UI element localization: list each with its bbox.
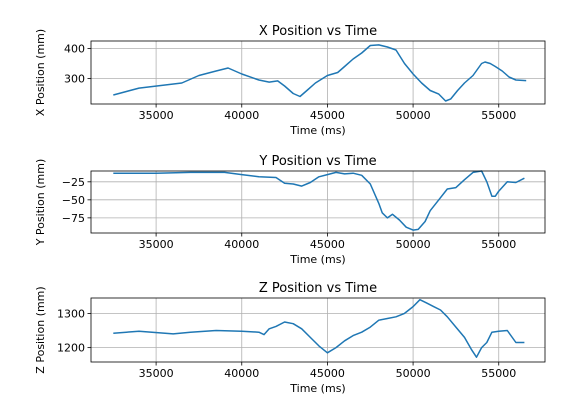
z-series-line-0 bbox=[113, 298, 525, 358]
x-y-tick-label-0: 300 bbox=[64, 73, 85, 86]
x-x-tick-label-3: 50000 bbox=[396, 109, 431, 122]
y-axes-frame bbox=[90, 170, 546, 234]
y-x-tick-label-3: 50000 bbox=[396, 238, 431, 251]
z-x-tick-label-4: 55000 bbox=[481, 367, 516, 380]
y-y-axis-label: Y Position (mm) bbox=[34, 159, 47, 247]
x-axes-frame bbox=[90, 40, 546, 105]
y-x-tick-label-0: 35000 bbox=[139, 238, 174, 251]
y-y-tick-label-0: −25 bbox=[62, 176, 85, 189]
x-x-tick-label-2: 45000 bbox=[310, 109, 345, 122]
z-axes-frame bbox=[90, 297, 546, 363]
z-y-tick-label-0: 1200 bbox=[57, 342, 85, 355]
y-x-tick-label-2: 45000 bbox=[310, 238, 345, 251]
x-series-line-0 bbox=[113, 44, 527, 102]
subplot-x-position: 35000 40000 45000 50000 55000 300 400 X Positio… bbox=[34, 24, 546, 137]
x-x-tick-label-4: 55000 bbox=[481, 109, 516, 122]
z-y-axis-label: Z Position (mm) bbox=[34, 286, 47, 373]
x-y-tick-label-1: 400 bbox=[64, 43, 85, 56]
subplot-z-position: 35000 40000 45000 50000 55000 1200 1300 Z Posit… bbox=[34, 281, 546, 395]
z-x-tick-label-0: 35000 bbox=[139, 367, 174, 380]
x-chart-title: X Position vs Time bbox=[259, 24, 377, 39]
y-series-line-0 bbox=[113, 170, 525, 231]
y-x-tick-label-4: 55000 bbox=[481, 238, 516, 251]
z-x-tick-label-1: 40000 bbox=[224, 367, 259, 380]
z-chart-title: Z Position vs Time bbox=[259, 281, 377, 296]
y-x-tick-label-1: 40000 bbox=[224, 238, 259, 251]
x-y-axis-label: X Position (mm) bbox=[34, 29, 47, 116]
y-y-tick-label-2: −75 bbox=[62, 212, 85, 225]
z-x-axis-label: Time (ms) bbox=[289, 382, 345, 395]
y-x-axis-label: Time (ms) bbox=[289, 253, 345, 266]
x-x-tick-label-1: 40000 bbox=[224, 109, 259, 122]
y-chart-title: Y Position vs Time bbox=[258, 154, 376, 169]
y-y-tick-label-1: −50 bbox=[62, 194, 85, 207]
subplot-y-position: 35000 40000 45000 50000 55000 −25 −50 −75 Y Posi… bbox=[34, 154, 546, 266]
z-y-tick-label-1: 1300 bbox=[57, 307, 85, 320]
x-x-axis-label: Time (ms) bbox=[289, 124, 345, 137]
z-x-tick-label-3: 50000 bbox=[396, 367, 431, 380]
x-x-tick-label-0: 35000 bbox=[139, 109, 174, 122]
z-x-tick-label-2: 45000 bbox=[310, 367, 345, 380]
